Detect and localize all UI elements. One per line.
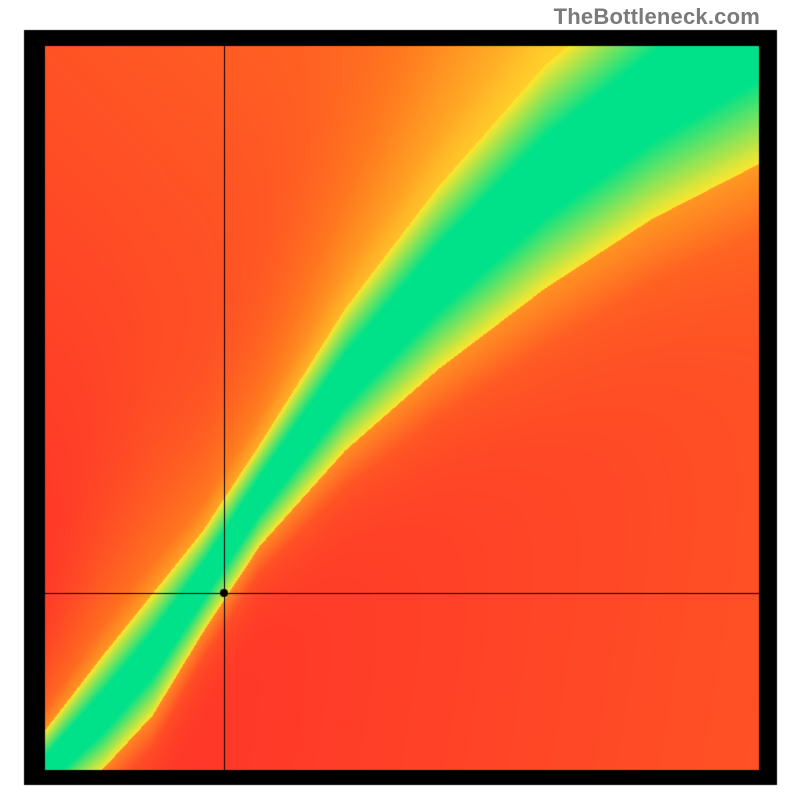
watermark-text: TheBottleneck.com [554,4,760,30]
bottleneck-heatmap [0,0,800,800]
